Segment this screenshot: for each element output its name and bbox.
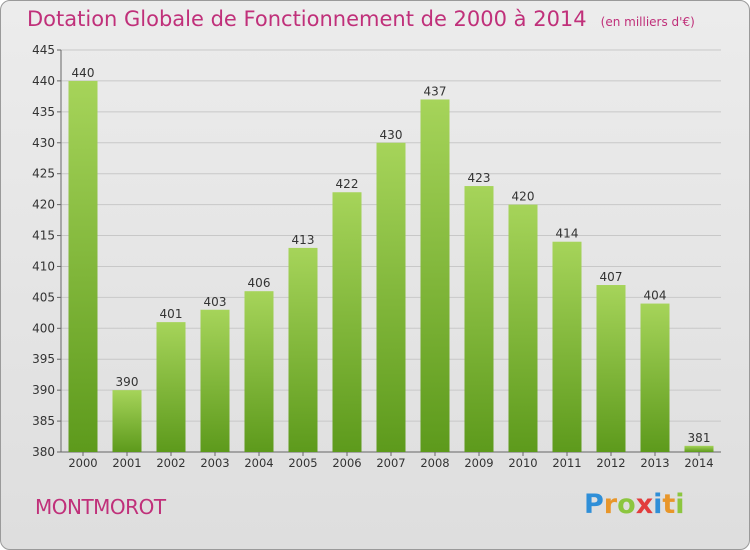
data-label: 413 — [292, 233, 315, 247]
bar — [376, 142, 406, 452]
bar — [332, 192, 362, 452]
bar — [244, 291, 274, 452]
y-tick-label: 380 — [32, 445, 55, 459]
data-label: 407 — [600, 270, 623, 284]
y-tick-label: 420 — [32, 198, 55, 212]
data-label: 440 — [72, 66, 95, 80]
x-tick-label: 2002 — [156, 456, 185, 470]
y-tick-label: 435 — [32, 105, 55, 119]
bar — [552, 241, 582, 452]
bar — [68, 80, 98, 452]
bar — [684, 445, 714, 452]
bar — [112, 390, 142, 452]
y-tick-label: 425 — [32, 167, 55, 181]
data-label: 423 — [468, 171, 491, 185]
x-tick-label: 2008 — [420, 456, 449, 470]
data-label: 430 — [380, 128, 403, 142]
data-label: 381 — [688, 431, 711, 445]
x-tick-label: 2014 — [684, 456, 713, 470]
x-tick-label: 2001 — [112, 456, 141, 470]
y-tick-label: 430 — [32, 136, 55, 150]
bars — [68, 80, 714, 453]
chart-title-text: Dotation Globale de Fonctionnement de 20… — [27, 7, 587, 31]
x-tick-label: 2003 — [200, 456, 229, 470]
x-tick-label: 2004 — [244, 456, 273, 470]
x-tick-label: 2006 — [332, 456, 361, 470]
data-label: 414 — [556, 227, 579, 241]
bar — [156, 322, 186, 452]
data-label: 401 — [160, 307, 183, 321]
bar — [288, 247, 318, 452]
bar — [420, 99, 450, 452]
x-tick-label: 2012 — [596, 456, 625, 470]
data-label: 420 — [512, 190, 535, 204]
data-label: 390 — [116, 375, 139, 389]
town-name: MONTMOROT — [35, 495, 166, 519]
y-tick-label: 395 — [32, 352, 55, 366]
x-tick-label: 2013 — [640, 456, 669, 470]
chart-title: Dotation Globale de Fonctionnement de 20… — [27, 7, 695, 31]
chart-subtitle: (en milliers d'€) — [600, 15, 695, 29]
data-labels: 440 390 401 403 406 413 422 430 437 423 420 414 407 4… — [72, 66, 711, 445]
y-tick-label: 410 — [32, 259, 55, 273]
x-tick-label: 2009 — [464, 456, 493, 470]
x-tick-label: 2010 — [508, 456, 537, 470]
data-label: 437 — [424, 84, 447, 98]
data-label: 404 — [644, 289, 667, 303]
proxiti-logo: Proxiti — [584, 489, 685, 520]
x-tick-label: 2005 — [288, 456, 317, 470]
y-tick-label: 385 — [32, 414, 55, 428]
bar — [508, 204, 538, 452]
bar — [200, 309, 230, 452]
data-label: 422 — [336, 177, 359, 191]
y-tick-label: 445 — [32, 43, 55, 57]
x-tick-label: 2011 — [552, 456, 581, 470]
data-label: 406 — [248, 276, 271, 290]
y-tick-label: 405 — [32, 290, 55, 304]
bar — [464, 186, 494, 453]
data-label: 403 — [204, 295, 227, 309]
bar — [596, 285, 626, 452]
y-tick-label: 440 — [32, 74, 55, 88]
x-tick-label: 2007 — [376, 456, 405, 470]
y-tick-label: 415 — [32, 229, 55, 243]
bar — [640, 303, 670, 452]
y-tick-label: 390 — [32, 383, 55, 397]
x-axis: 2000 2001 2002 2003 2004 2005 2006 2007 2008 2009… — [68, 452, 714, 470]
x-tick-label: 2000 — [68, 456, 97, 470]
y-tick-label: 400 — [32, 321, 55, 335]
